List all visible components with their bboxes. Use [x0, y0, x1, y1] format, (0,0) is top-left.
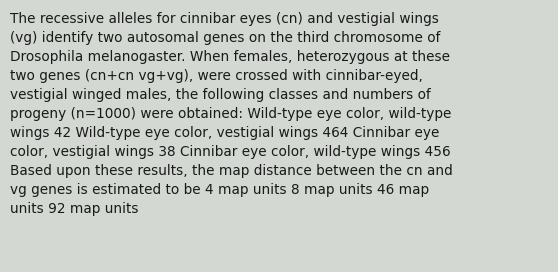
Text: The recessive alleles for cinnibar eyes (cn) and vestigial wings
(vg) identify t: The recessive alleles for cinnibar eyes …	[10, 12, 453, 216]
